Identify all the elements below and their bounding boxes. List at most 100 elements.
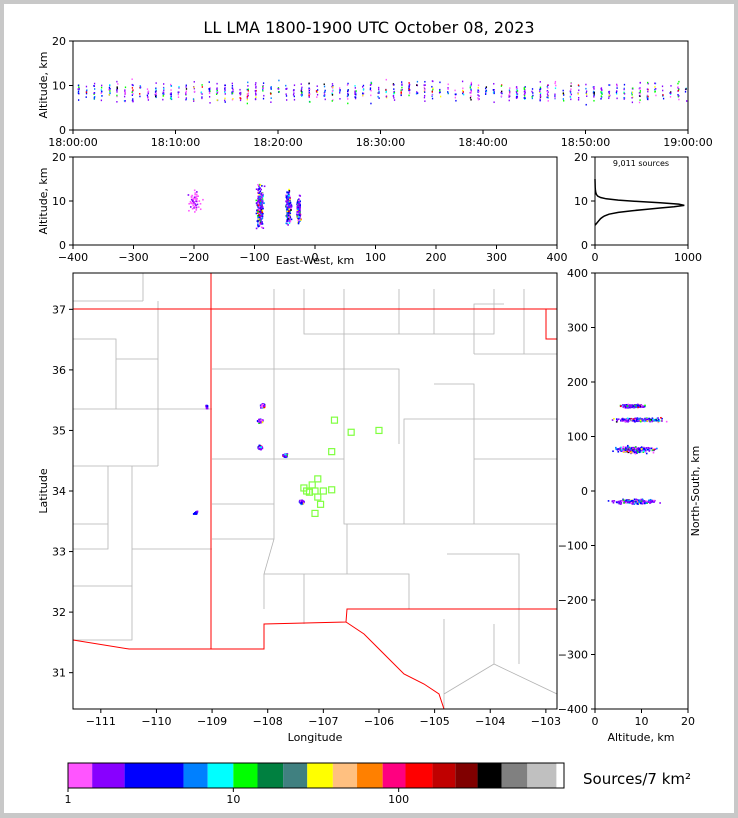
altitude-northsouth-source <box>643 447 645 450</box>
altitude-eastwest-sources <box>187 183 302 230</box>
altitude-northsouth-source <box>636 502 639 505</box>
altitude-eastwest-source <box>287 201 290 204</box>
altitude-time-source <box>677 89 679 92</box>
altitude-eastwest-source <box>261 221 263 223</box>
altitude-time-source <box>147 96 149 98</box>
altitude-time-source <box>578 96 580 99</box>
altitude-time-source <box>354 93 356 96</box>
altitude-eastwest-source <box>289 219 291 221</box>
colorbar-label: Sources/7 km² <box>583 770 691 788</box>
altitude-time-source <box>531 88 534 90</box>
altitude-time-source <box>393 83 395 86</box>
altitude-northsouth-source <box>653 501 655 503</box>
altitude-time-source <box>654 88 656 91</box>
altitude-time-source <box>539 95 542 98</box>
altitude-eastwest-source <box>285 194 287 197</box>
altitude-eastwest-source <box>255 212 258 215</box>
altitude-northsouth-source <box>636 404 639 407</box>
altitude-eastwest-source <box>261 200 264 202</box>
altitude-northsouth-source <box>665 420 668 423</box>
altitude-time-source <box>85 85 88 88</box>
altitude-eastwest-source <box>257 200 259 203</box>
altitude-time-source <box>178 87 180 89</box>
altitude-time-source <box>347 89 349 91</box>
altitude-eastwest-source <box>261 195 263 197</box>
plan-view-source <box>284 455 287 458</box>
altitude-eastwest-axes <box>72 156 558 246</box>
altitude-time-source <box>508 94 510 97</box>
altitude-time-source <box>155 87 157 90</box>
altitude-eastwest-source <box>297 216 300 218</box>
colorbar-cell <box>432 763 456 788</box>
altitude-time-source <box>378 86 380 89</box>
altitude-time-source <box>369 84 372 86</box>
altitude-time-source <box>546 96 548 99</box>
altitude-northsouth-source <box>630 418 633 421</box>
altitude-time-source <box>492 89 495 91</box>
altitude-time-source <box>208 91 211 94</box>
altitude-eastwest-source <box>297 217 300 220</box>
altitude-time-source <box>163 87 165 90</box>
altitude-time-source <box>424 80 426 83</box>
altitude-eastwest-source <box>258 218 260 220</box>
altitude-eastwest-source <box>202 198 204 201</box>
altitude-time-ytick-label: 0 <box>59 124 66 137</box>
altitude-time-source <box>431 91 433 93</box>
altitude-time-source <box>378 97 380 99</box>
altitude-eastwest-source <box>260 192 262 194</box>
altitude-northsouth-source <box>649 419 652 422</box>
altitude-northsouth-source <box>632 503 634 505</box>
altitude-time-source <box>109 89 111 91</box>
altitude-northsouth-source <box>627 446 630 449</box>
altitude-eastwest-source <box>262 194 264 196</box>
altitude-time-source <box>247 89 249 92</box>
altitude-eastwest-source <box>287 218 290 220</box>
plan-view-source <box>259 404 262 407</box>
altitude-time-source <box>408 85 410 88</box>
altitude-time-source <box>178 85 180 88</box>
altitude-time-source <box>116 87 118 90</box>
altitude-northsouth-source <box>646 420 649 422</box>
altitude-northsouth-source <box>635 420 637 423</box>
altitude-northsouth-source <box>637 451 639 453</box>
colorbar-cells <box>68 763 564 788</box>
altitude-time-source <box>316 93 319 96</box>
altitude-eastwest-source <box>290 209 292 211</box>
altitude-time-source <box>224 84 226 87</box>
altitude-time-source <box>316 91 319 93</box>
altitude-eastwest-source <box>190 198 193 201</box>
altitude-time-source <box>124 89 126 91</box>
altitude-northsouth-source <box>633 503 636 505</box>
altitude-time-source <box>539 88 542 90</box>
altitude-time-source <box>623 98 625 100</box>
altitude-northsouth-source <box>619 405 622 408</box>
altitude-eastwest-source <box>287 213 290 216</box>
altitude-time-source <box>309 101 311 103</box>
plan-view-ylabel: Latitude <box>37 468 50 514</box>
altitude-time-source <box>338 87 341 89</box>
altitude-time-source <box>500 91 502 94</box>
altitude-time-source <box>531 95 533 98</box>
plan-view-axes <box>72 272 558 710</box>
altitude-time-source <box>155 93 157 95</box>
altitude-time-source <box>424 91 426 93</box>
altitude-time-source <box>424 84 426 86</box>
altitude-time-source <box>231 98 234 101</box>
altitude-eastwest-source <box>194 193 196 196</box>
altitude-time-source <box>539 81 541 83</box>
altitude-time-source <box>116 80 118 83</box>
altitude-time-xtick-label: 18:10:00 <box>151 136 200 149</box>
altitude-time-source <box>463 93 465 96</box>
altitude-time-source <box>101 90 103 93</box>
altitude-eastwest-source <box>288 193 290 196</box>
altitude-time-source <box>216 87 218 89</box>
altitude-time-source <box>578 89 580 92</box>
altitude-northsouth-source <box>640 448 643 450</box>
altitude-time-source <box>563 94 565 96</box>
altitude-northsouth-source <box>647 501 649 503</box>
altitude-northsouth-source <box>623 420 626 422</box>
source-count-label: 9,011 sources <box>613 159 669 168</box>
altitude-time-source <box>615 92 618 95</box>
map-content <box>73 273 557 709</box>
altitude-eastwest-source <box>190 195 193 198</box>
